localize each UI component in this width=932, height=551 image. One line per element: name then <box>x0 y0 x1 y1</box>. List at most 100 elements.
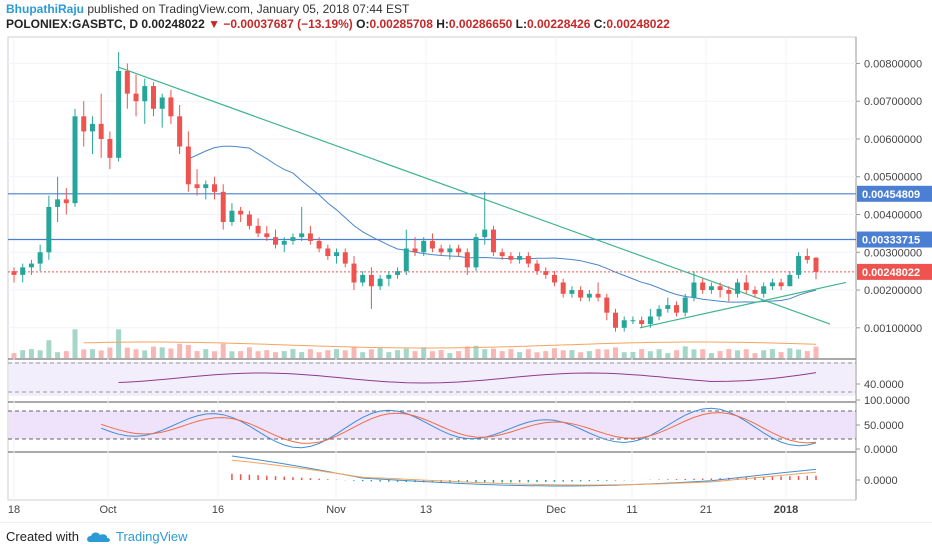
stoch-d-line <box>101 412 817 444</box>
last-price: 0.00248022 <box>141 17 205 31</box>
candle-body <box>98 123 104 139</box>
volume-bar <box>508 349 514 358</box>
candle-body <box>334 252 340 257</box>
macd-tick-label: 0.0000 <box>864 475 898 487</box>
candle-body <box>255 225 261 234</box>
candle-body <box>621 320 627 328</box>
volume-bar <box>255 351 261 358</box>
author-name[interactable]: BhupathiRaju <box>6 2 84 16</box>
tradingview-link[interactable]: TradingView <box>116 529 188 544</box>
candle-body <box>281 240 287 245</box>
volume-bar <box>37 350 43 358</box>
candle-body <box>665 305 671 309</box>
volume-bar <box>368 349 374 358</box>
volume-bar <box>560 350 566 358</box>
stoch-tick-label: 100.0000 <box>864 395 910 407</box>
volume-bar <box>116 329 122 358</box>
candle-body <box>11 271 17 275</box>
candle-body <box>72 116 78 204</box>
candle-body <box>525 256 531 264</box>
candle-body <box>168 97 174 117</box>
candle-body <box>360 274 366 283</box>
x-tick-label: 21 <box>700 504 712 516</box>
volume-bar <box>473 345 479 358</box>
candle-body <box>726 290 732 294</box>
volume-bar <box>63 351 69 358</box>
volume-bar <box>238 351 244 358</box>
uptrend-line <box>639 281 847 329</box>
volume-bar <box>299 352 305 358</box>
low-value: 0.00228426 <box>526 17 591 31</box>
volume-bar <box>386 352 392 358</box>
candle-body <box>246 214 252 226</box>
volume-bar <box>578 352 584 358</box>
tradingview-cloud-icon[interactable] <box>86 531 112 543</box>
volume-bar <box>342 350 348 358</box>
candle-body <box>613 312 618 328</box>
volume-bar <box>273 352 279 358</box>
candle-body <box>804 256 810 260</box>
volume-bar <box>334 349 340 358</box>
candle-body <box>185 146 191 185</box>
candle-body <box>368 274 374 287</box>
candle-body <box>560 282 566 294</box>
volume-bar <box>395 350 401 358</box>
candle-body <box>578 290 584 298</box>
candle-body <box>342 252 348 264</box>
rsi-tick-label: 40.0000 <box>864 379 904 391</box>
volume-bar <box>429 351 435 358</box>
candle-body <box>307 233 313 241</box>
candle-body <box>438 248 444 253</box>
volume-bar <box>377 348 383 358</box>
candle-body <box>316 240 322 249</box>
volume-bar <box>150 346 156 358</box>
y-tick-label: 0.00200000 <box>864 285 922 297</box>
volume-bar <box>682 346 688 358</box>
volume-bar <box>325 350 331 358</box>
candle-body <box>55 199 61 207</box>
volume-bar <box>98 350 104 358</box>
volume-bar <box>656 349 662 358</box>
y-tick-label: 0.00800000 <box>864 58 922 70</box>
price-label: 0.00333715 <box>862 235 920 247</box>
candle-body <box>787 274 793 287</box>
price-chart[interactable]: 0.00800000 0.00700000 0.00600000 0.00500000… <box>0 0 932 522</box>
candle-body <box>177 116 183 147</box>
ticker-line: POLONIEX:GASBTC, D 0.00248022 ▼ −0.00037… <box>6 17 670 31</box>
volume-bar <box>464 346 470 358</box>
volume-bar <box>778 352 784 358</box>
candle-body <box>299 233 305 238</box>
candle-body <box>639 320 645 325</box>
volume-bar <box>124 347 130 358</box>
moving-average-line <box>188 145 817 303</box>
price-label: 0.00454809 <box>862 189 920 201</box>
x-tick-label: Oct <box>99 504 116 516</box>
candle-body <box>674 305 680 313</box>
candle-body <box>534 263 540 272</box>
candle-body <box>220 191 226 223</box>
volume-bar <box>316 352 322 358</box>
x-tick-label: 11 <box>626 504 637 516</box>
volume-bar <box>621 352 627 358</box>
candle-body <box>81 116 87 132</box>
rsi-band <box>9 362 855 396</box>
open-value: 0.00285708 <box>369 17 433 31</box>
candle-body <box>778 282 784 287</box>
volume-bar <box>813 346 819 358</box>
symbol-label: POLONIEX:GASBTC, D <box>6 17 139 31</box>
volume-bar <box>11 353 17 358</box>
candle-body <box>133 93 139 102</box>
volume-bar <box>613 347 618 358</box>
candle-body <box>647 316 653 325</box>
volume-bar <box>403 348 409 358</box>
volume-bar <box>787 348 793 358</box>
candle-body <box>490 229 496 253</box>
stoch-tick-label: 50.0000 <box>864 420 904 432</box>
candle-body <box>735 282 741 294</box>
volume-bar <box>168 348 174 358</box>
candle-body <box>159 97 165 109</box>
volume-bar <box>264 350 270 358</box>
volume-bar <box>569 350 575 358</box>
volume-bar <box>647 351 653 358</box>
volume-bar <box>456 351 462 358</box>
